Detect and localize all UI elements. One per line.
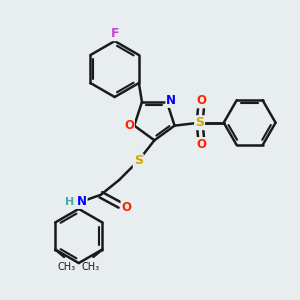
Text: N: N	[166, 94, 176, 107]
Text: O: O	[196, 138, 206, 151]
Text: O: O	[122, 201, 131, 214]
Text: H: H	[65, 196, 74, 206]
Text: CH₃: CH₃	[57, 262, 76, 272]
Text: S: S	[134, 154, 143, 167]
Text: O: O	[196, 94, 206, 107]
Text: CH₃: CH₃	[82, 262, 100, 272]
Text: S: S	[195, 116, 204, 129]
Text: N: N	[77, 195, 87, 208]
Text: O: O	[124, 119, 134, 132]
Text: F: F	[110, 27, 119, 40]
